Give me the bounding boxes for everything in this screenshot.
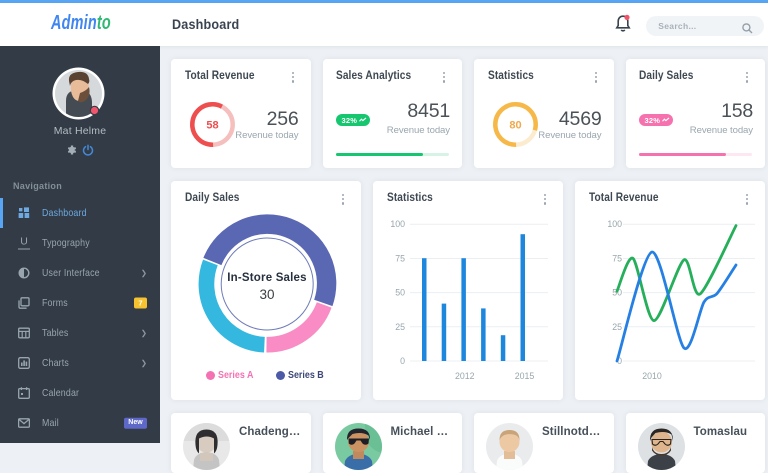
- svg-text:50: 50: [612, 288, 622, 298]
- svg-text:100: 100: [390, 219, 405, 229]
- svg-text:0: 0: [400, 356, 405, 366]
- svg-text:75: 75: [395, 254, 405, 264]
- svg-text:25: 25: [612, 322, 622, 332]
- svg-text:50: 50: [395, 288, 405, 298]
- svg-text:58: 58: [206, 120, 218, 132]
- svg-text:0: 0: [617, 356, 622, 366]
- svg-text:100: 100: [607, 219, 622, 229]
- svg-text:2010: 2010: [642, 371, 662, 381]
- svg-text:2015: 2015: [515, 371, 535, 381]
- svg-text:80: 80: [509, 120, 521, 132]
- svg-text:25: 25: [395, 322, 405, 332]
- svg-text:75: 75: [612, 254, 622, 264]
- svg-text:2012: 2012: [455, 371, 475, 381]
